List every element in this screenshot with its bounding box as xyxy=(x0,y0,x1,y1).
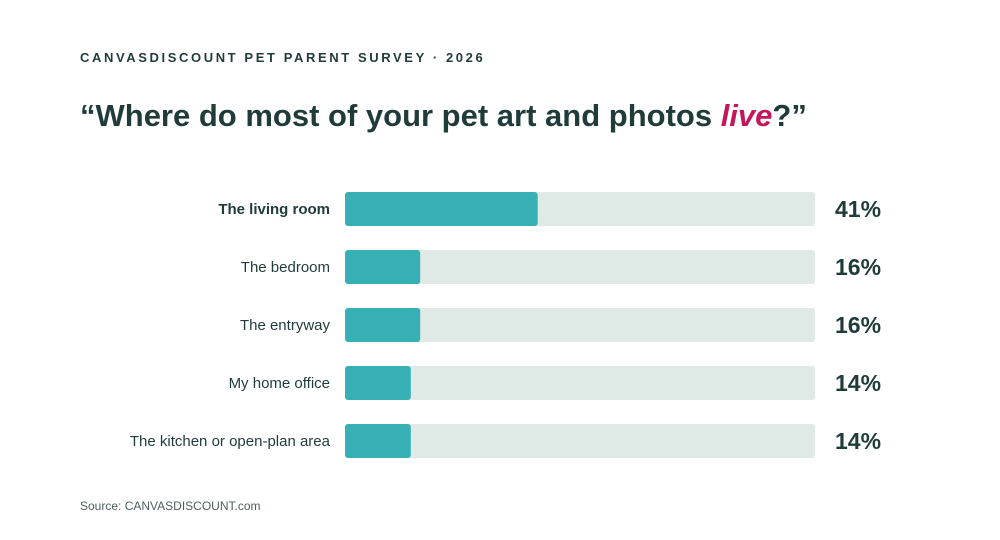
category-label-the-living-room: The living room xyxy=(218,201,330,218)
bar-my-home-office xyxy=(345,366,411,400)
category-label-the-kitchen-or-open-plan-area: The kitchen or open-plan area xyxy=(130,433,331,450)
title-text-end: ?” xyxy=(772,98,807,133)
value-label-the-entryway: 16% xyxy=(835,312,881,338)
source-note: Source: CANVASDISCOUNT.com xyxy=(80,499,261,513)
title-text-start: “Where do most of your pet art and photo… xyxy=(80,98,721,133)
title-accent-word: live xyxy=(720,98,773,133)
chart-title: “Where do most of your pet art and photo… xyxy=(80,98,807,134)
category-label-the-entryway: The entryway xyxy=(240,317,331,334)
survey-eyebrow: CANVASDISCOUNT PET PARENT SURVEY · 2026 xyxy=(80,50,486,65)
category-label-my-home-office: My home office xyxy=(229,375,330,392)
bar-track-my-home-office xyxy=(345,366,815,400)
bar-the-entryway xyxy=(345,308,421,342)
value-label-my-home-office: 14% xyxy=(835,370,881,396)
bar-track-the-bedroom xyxy=(345,250,815,284)
bar-the-bedroom xyxy=(345,250,421,284)
bar-the-kitchen-or-open-plan-area xyxy=(345,424,411,458)
bar-track-the-kitchen-or-open-plan-area xyxy=(345,424,815,458)
bar-track-the-entryway xyxy=(345,308,815,342)
value-label-the-living-room: 41% xyxy=(835,196,881,222)
value-label-the-kitchen-or-open-plan-area: 14% xyxy=(835,428,881,454)
bar-the-living-room xyxy=(345,192,538,226)
category-label-the-bedroom: The bedroom xyxy=(241,259,330,276)
value-label-the-bedroom: 16% xyxy=(835,254,881,280)
